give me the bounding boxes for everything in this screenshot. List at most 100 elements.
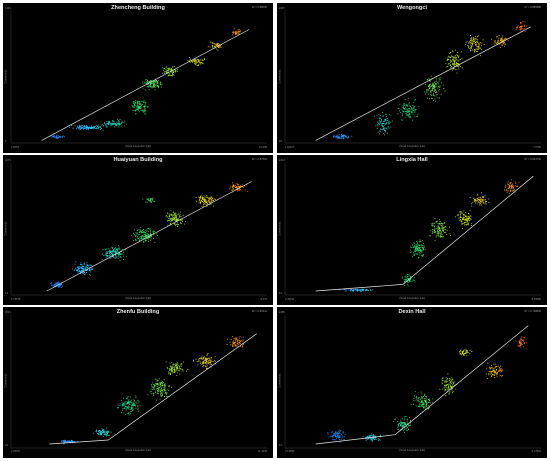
data-point bbox=[497, 365, 499, 367]
data-point bbox=[483, 202, 485, 204]
data-point bbox=[371, 440, 373, 442]
data-point bbox=[154, 84, 156, 86]
data-point bbox=[449, 388, 451, 390]
data-point bbox=[489, 371, 491, 373]
data-point bbox=[91, 127, 93, 129]
data-point bbox=[333, 439, 335, 441]
data-point bbox=[148, 240, 149, 242]
data-point bbox=[132, 105, 134, 107]
data-point bbox=[443, 230, 445, 232]
data-point bbox=[144, 111, 146, 113]
data-point bbox=[448, 380, 450, 381]
data-point bbox=[241, 184, 243, 186]
data-point bbox=[156, 81, 157, 83]
data-point bbox=[83, 269, 84, 271]
plot-area bbox=[10, 11, 267, 144]
data-point bbox=[439, 233, 441, 234]
data-point bbox=[523, 337, 525, 338]
panel-title: Wengongci bbox=[396, 5, 428, 11]
data-point bbox=[434, 230, 435, 232]
data-point bbox=[109, 121, 110, 123]
data-point bbox=[494, 363, 496, 365]
data-point bbox=[206, 360, 207, 362]
data-point bbox=[425, 399, 427, 401]
data-point bbox=[238, 185, 240, 187]
data-point bbox=[496, 373, 498, 375]
data-point bbox=[112, 122, 114, 124]
data-point bbox=[169, 369, 171, 371]
data-point bbox=[409, 105, 411, 107]
data-point bbox=[90, 274, 92, 276]
data-point bbox=[140, 237, 142, 238]
data-point bbox=[340, 136, 342, 138]
data-point bbox=[54, 136, 55, 138]
data-point bbox=[394, 419, 396, 420]
data-point bbox=[375, 439, 377, 440]
data-point bbox=[511, 190, 513, 191]
data-point bbox=[414, 391, 416, 393]
data-point bbox=[513, 190, 515, 192]
data-point bbox=[405, 276, 407, 278]
data-point bbox=[161, 86, 162, 88]
data-point bbox=[86, 126, 88, 128]
data-point bbox=[406, 110, 408, 112]
data-point bbox=[56, 138, 58, 140]
data-point bbox=[100, 129, 101, 130]
data-point bbox=[104, 433, 106, 435]
data-point bbox=[169, 368, 170, 369]
data-point bbox=[371, 438, 373, 440]
data-point bbox=[160, 393, 162, 395]
data-point bbox=[421, 251, 423, 253]
data-point bbox=[86, 124, 87, 126]
data-point bbox=[375, 435, 377, 437]
data-point bbox=[407, 427, 408, 428]
data-point bbox=[440, 230, 442, 232]
data-point bbox=[230, 344, 232, 346]
data-point bbox=[137, 405, 139, 407]
data-point bbox=[384, 130, 386, 132]
data-point bbox=[425, 401, 426, 403]
data-point bbox=[89, 126, 91, 128]
data-point bbox=[169, 218, 171, 220]
data-point bbox=[417, 249, 418, 251]
data-point bbox=[413, 106, 414, 108]
data-point bbox=[409, 421, 411, 422]
data-point bbox=[342, 136, 344, 138]
data-point bbox=[84, 264, 86, 266]
data-point bbox=[445, 231, 447, 233]
data-point bbox=[439, 219, 440, 221]
data-point bbox=[378, 438, 379, 440]
data-point bbox=[410, 420, 411, 421]
data-point bbox=[106, 126, 108, 127]
data-point bbox=[203, 202, 205, 203]
data-point bbox=[161, 395, 163, 397]
data-point bbox=[508, 183, 509, 185]
data-point bbox=[237, 187, 239, 189]
data-point bbox=[382, 126, 384, 127]
data-point bbox=[231, 344, 233, 346]
data-point bbox=[125, 414, 127, 415]
data-point bbox=[127, 413, 129, 414]
data-point bbox=[422, 404, 424, 405]
data-point bbox=[193, 360, 194, 361]
data-point bbox=[450, 235, 452, 236]
data-point bbox=[381, 122, 383, 124]
data-point bbox=[176, 220, 178, 221]
data-point bbox=[142, 81, 144, 83]
data-point bbox=[174, 369, 176, 370]
data-point bbox=[85, 126, 87, 128]
data-point bbox=[86, 265, 88, 266]
data-point bbox=[148, 84, 150, 86]
data-point bbox=[145, 82, 147, 84]
data-point bbox=[173, 366, 174, 368]
data-point bbox=[168, 67, 170, 69]
data-point bbox=[429, 84, 430, 85]
data-point bbox=[55, 135, 57, 137]
data-point bbox=[405, 278, 406, 280]
data-point bbox=[521, 25, 523, 27]
data-point bbox=[149, 236, 151, 237]
data-point bbox=[449, 382, 451, 384]
data-point bbox=[239, 342, 241, 344]
data-point bbox=[447, 378, 448, 380]
data-point bbox=[160, 391, 162, 393]
